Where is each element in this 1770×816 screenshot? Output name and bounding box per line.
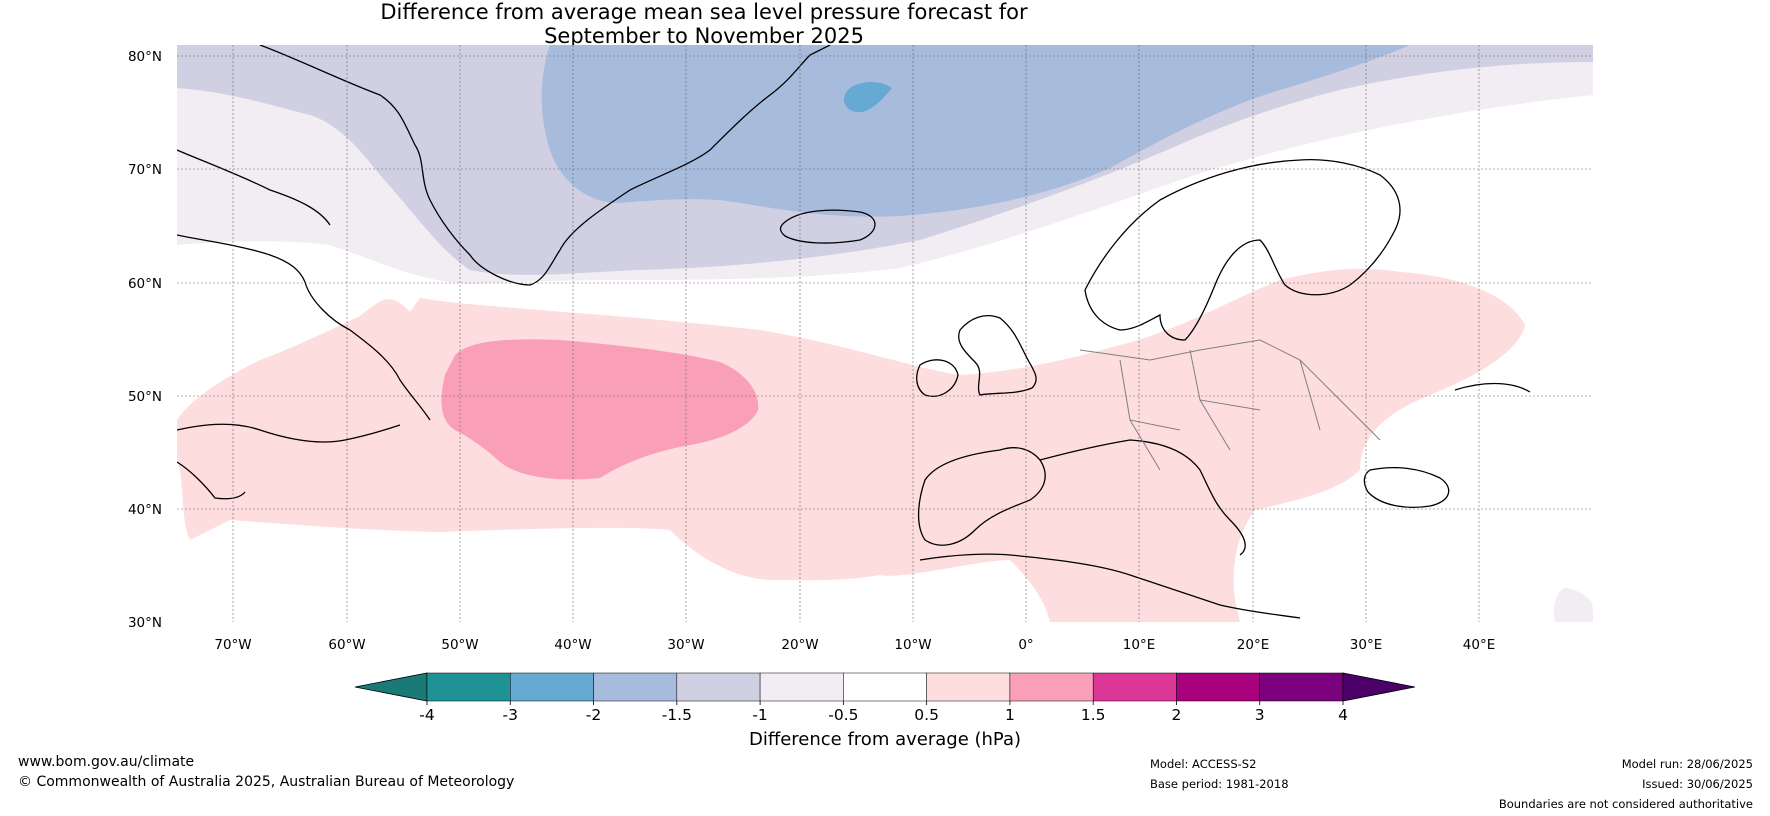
lat-label-40: 40°N xyxy=(128,502,162,518)
scandinavia-coastline xyxy=(1084,159,1401,341)
title-line-2: September to November 2025 xyxy=(544,24,864,48)
footer-website: www.bom.gov.au/climate xyxy=(18,754,195,770)
black-sea-coastline xyxy=(1363,382,1531,508)
colorbar-tick-label: 0.5 xyxy=(914,706,939,724)
anomaly-region-neg-1.5 xyxy=(541,45,1410,217)
greenland-coastline xyxy=(259,45,831,286)
colorbar-swatch xyxy=(426,672,511,702)
lat-label-80: 80°N xyxy=(128,49,162,65)
footer-disclaimer: Boundaries are not considered authoritat… xyxy=(1498,797,1753,811)
anomaly-region-neg-east xyxy=(1553,588,1593,622)
anomaly-region-pos-1 xyxy=(441,339,759,480)
colorbar-swatch xyxy=(759,672,844,702)
country-borders xyxy=(1079,339,1381,471)
footer-issued: Issued: 30/06/2025 xyxy=(1642,777,1753,791)
lat-label-50: 50°N xyxy=(128,389,162,405)
colorbar-title: Difference from average (hPa) xyxy=(749,729,1021,750)
british-isles-coastline xyxy=(916,315,1037,397)
map-title: Difference from average mean sea level p… xyxy=(0,0,1408,48)
footer-base-period: Base period: 1981-2018 xyxy=(1150,777,1289,791)
graticule xyxy=(177,45,1593,622)
colorbar-swatch xyxy=(1259,672,1344,702)
colorbar-tick-label: 2 xyxy=(1172,706,1182,724)
lon-label-40w: 40°W xyxy=(554,637,591,653)
colorbar-tick-label: -0.5 xyxy=(828,706,858,724)
footer-copyright: © Commonwealth of Australia 2025, Austra… xyxy=(18,774,515,790)
colorbar-tick-label: 4 xyxy=(1338,706,1348,724)
lon-label-20w: 20°W xyxy=(781,637,818,653)
colorbar-swatch xyxy=(843,672,927,702)
colorbar-tick-label: 1 xyxy=(1005,706,1015,724)
colorbar-swatch xyxy=(1009,672,1094,702)
lon-label-30w: 30°W xyxy=(667,637,704,653)
europe-south-coastline xyxy=(917,439,1246,556)
footer-model: Model: ACCESS-S2 xyxy=(1150,757,1257,771)
lat-label-70: 70°N xyxy=(128,162,162,178)
canada-arctic-coastline xyxy=(177,149,431,421)
lon-label-10e: 10°E xyxy=(1123,637,1155,653)
colorbar-tick-label: 1.5 xyxy=(1081,706,1106,724)
lon-label-50w: 50°W xyxy=(441,637,478,653)
north-africa-coastline xyxy=(919,553,1301,619)
colorbar-swatch xyxy=(1092,672,1177,702)
colorbar-tick-label: -2 xyxy=(586,706,601,724)
lon-label-70w: 70°W xyxy=(214,637,251,653)
colorbar: -4 -3 -2 -1.5 -1 -0.5 0.5 1 1.5 2 3 4 xyxy=(354,672,1416,724)
footer-model-run: Model run: 28/06/2025 xyxy=(1621,757,1753,771)
title-line-1: Difference from average mean sea level p… xyxy=(380,0,1028,24)
colorbar-tick-label: -1 xyxy=(752,706,767,724)
latitude-labels: 80°N 70°N 60°N 50°N 40°N 30°N xyxy=(128,49,162,631)
lon-label-10w: 10°W xyxy=(894,637,931,653)
colorbar-swatch xyxy=(593,672,678,702)
lon-label-30e: 30°E xyxy=(1350,637,1382,653)
north-america-coastline xyxy=(177,423,401,500)
lat-label-60: 60°N xyxy=(128,276,162,292)
colorbar-swatch xyxy=(676,672,761,702)
colorbar-tick-label: -1.5 xyxy=(662,706,692,724)
longitude-labels: 70°W 60°W 50°W 40°W 30°W 20°W 10°W 0° 10… xyxy=(214,637,1495,653)
colorbar-tick-label: -4 xyxy=(419,706,434,724)
iceland-coastline xyxy=(779,209,876,244)
colorbar-swatch xyxy=(510,672,594,702)
lon-label-60w: 60°W xyxy=(328,637,365,653)
colorbar-tick-label: 3 xyxy=(1255,706,1265,724)
colorbar-extend-high xyxy=(1342,672,1416,702)
colorbar-swatch xyxy=(1176,672,1260,702)
colorbar-tick-label: -3 xyxy=(503,706,518,724)
colorbar-swatch xyxy=(926,672,1011,702)
lon-label-0: 0° xyxy=(1018,637,1033,653)
anomaly-region-neg-2 xyxy=(844,82,892,113)
colorbar-extend-low xyxy=(354,672,428,702)
lat-label-30: 30°N xyxy=(128,615,162,631)
lon-label-40e: 40°E xyxy=(1463,637,1495,653)
lon-label-20e: 20°E xyxy=(1237,637,1269,653)
